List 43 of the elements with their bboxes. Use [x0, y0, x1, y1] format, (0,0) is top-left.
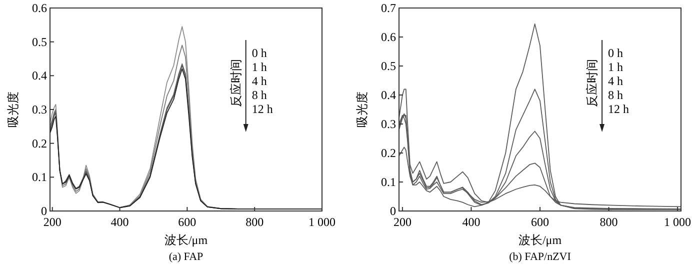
annotation: 8 h: [608, 88, 624, 102]
y-tick-label: 0.1: [381, 175, 396, 189]
y-tick-label: 0.1: [32, 170, 47, 184]
annotation: 反应时间: [228, 59, 243, 107]
y-tick-label: 0.3: [381, 117, 396, 131]
x-axis-title: 波长/μm: [518, 233, 562, 247]
annotation: 反应时间: [585, 59, 600, 107]
annotation: 1 h: [252, 60, 267, 74]
annotation: 4 h: [608, 74, 624, 88]
y-tick-label: 0: [41, 204, 47, 218]
annotation: 0 h: [252, 46, 267, 60]
x-tick-label: 400: [110, 215, 129, 229]
x-tick-label: 1 000: [308, 215, 336, 229]
y-tick-label: 0.5: [32, 34, 47, 49]
x-tick-label: 1 000: [664, 215, 692, 229]
x-tick-label: 600: [531, 215, 549, 229]
annotation: 12 h: [252, 102, 273, 116]
y-axis-title: 吸光度: [355, 92, 369, 128]
x-axis-title: 波长/μm: [164, 233, 208, 247]
x-tick-label: 600: [178, 215, 196, 229]
y-tick-label: 0.6: [32, 1, 47, 15]
y-tick-label: 0: [390, 204, 396, 218]
y-tick-label: 0.4: [32, 68, 47, 83]
x-tick-label: 800: [246, 215, 264, 229]
text: (a) FAP: [168, 251, 204, 263]
x-tick-label: 800: [600, 215, 618, 229]
y-tick-label: 0.2: [381, 146, 396, 160]
annotation: 1 h: [608, 60, 624, 74]
y-tick-label: 0.7: [381, 1, 396, 15]
y-tick-label: 0.2: [32, 136, 47, 150]
y-tick-label: 0.5: [381, 59, 396, 73]
text: (b) FAP/nZVI: [509, 251, 572, 263]
x-tick-label: 400: [462, 215, 480, 229]
annotation: 0 h: [608, 46, 624, 60]
annotation: 4 h: [252, 74, 267, 88]
y-tick-label: 0.3: [32, 102, 47, 116]
annotation: 8 h: [252, 88, 267, 102]
annotation: 12 h: [608, 102, 630, 116]
x-tick-label: 200: [43, 215, 62, 229]
y-tick-label: 0.6: [381, 30, 396, 44]
y-axis-title: 吸光度: [6, 92, 20, 128]
x-tick-label: 200: [393, 215, 412, 229]
y-tick-label: 0.4: [381, 88, 396, 102]
